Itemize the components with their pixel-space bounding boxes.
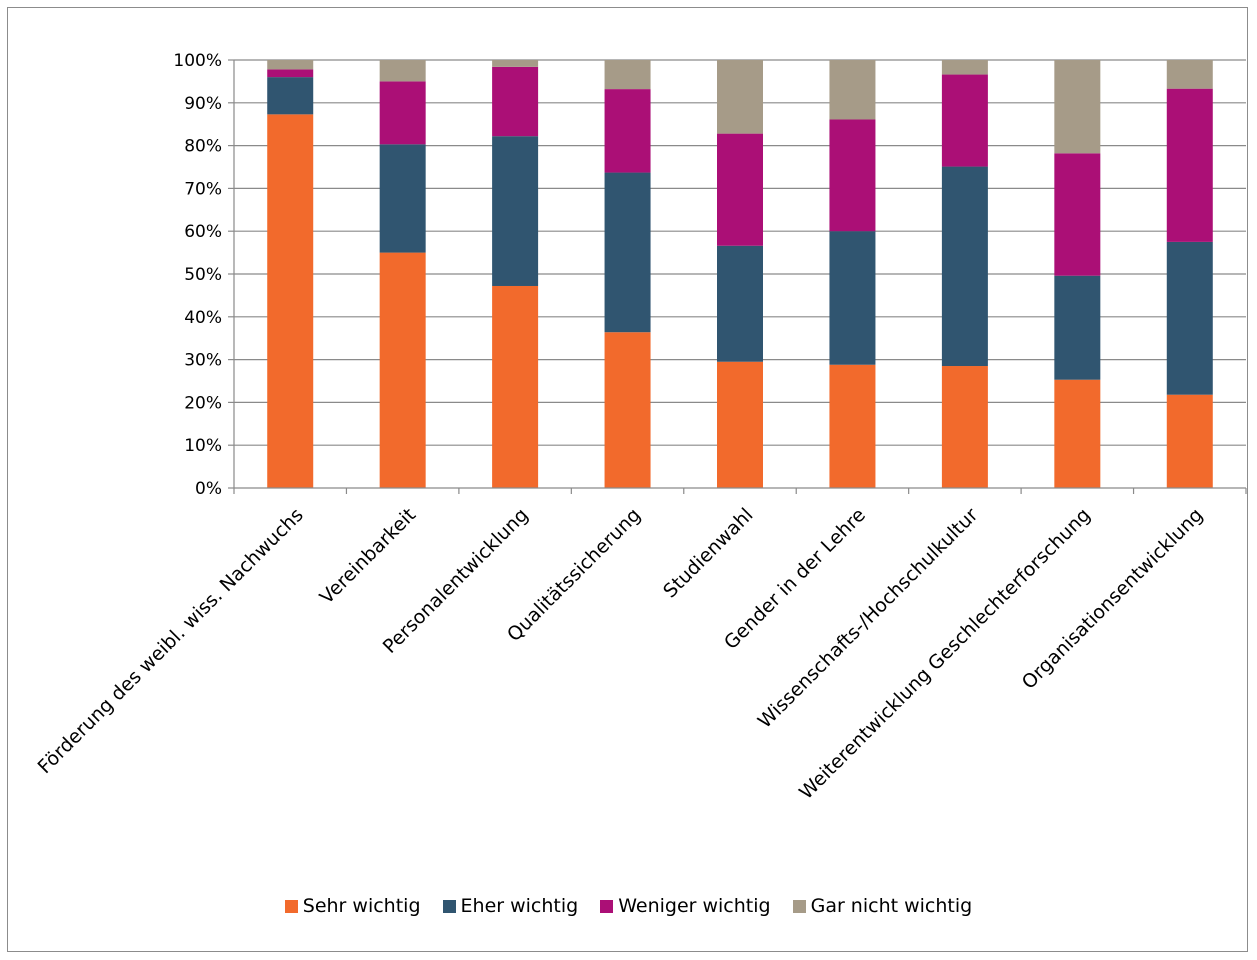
bar-segment [941,74,988,167]
bar-segment [379,60,426,82]
bar-segment [829,364,876,488]
x-tick-label: Wissenschafts-/Hochschulkultur [754,504,983,733]
legend-item-weniger-wichtig: Weniger wichtig [600,895,771,917]
bar-segment [379,252,426,488]
y-tick-label: 60% [184,222,222,242]
bar-segment [604,89,651,173]
bar-segment [1054,153,1101,276]
y-tick-label: 10% [184,436,222,456]
bar-segment [1166,394,1213,488]
bar-segment [379,144,426,253]
legend-label: Eher wichtig [460,895,579,917]
bar-segment [267,77,314,115]
bar-segment [941,166,988,367]
y-tick-label: 50% [184,265,222,285]
legend-label: Sehr wichtig [302,895,421,917]
y-tick-label: 0% [195,479,222,499]
bar-segment [604,60,651,90]
bar-segment [267,60,314,70]
y-tick-label: 80% [184,137,222,157]
bar-segment [717,60,763,134]
bar-segment [492,66,539,137]
bar-segment [267,114,314,488]
bar-segment [604,172,651,333]
bar-segment [1166,88,1213,242]
legend-swatch [284,899,298,913]
bar-segment [829,231,876,365]
bar-segment [941,60,988,75]
legend-swatch [600,899,614,913]
bar-segment [492,136,539,286]
x-tick-label: Förderung des weibl. wiss. Nachwuchs [34,504,308,778]
bar-segment [379,81,426,145]
bar-segment [492,60,539,67]
y-tick-label: 40% [184,308,222,328]
bar-segment [1166,60,1213,89]
bar-segment [717,245,763,362]
legend: Sehr wichtig Eher wichtig Weniger wichti… [0,895,1257,917]
bar-segment [717,361,763,488]
bar-segment [492,285,539,488]
legend-swatch [442,899,456,913]
x-tick-label: Organisationsentwicklung [1018,504,1208,694]
y-tick-label: 70% [184,179,222,199]
y-tick-label: 100% [173,51,222,71]
y-tick-label: 20% [184,393,222,413]
bar-segment [829,60,876,120]
y-tick-label: 90% [184,94,222,114]
bar-segment [1054,275,1101,380]
legend-label: Weniger wichtig [618,895,771,917]
bar-segment [1166,241,1213,395]
bar-segment [1054,60,1101,154]
bar-segment [267,69,314,78]
legend-item-eher-wichtig: Eher wichtig [442,895,579,917]
bar-segment [1054,379,1101,488]
x-tick-label: Studienwahl [659,504,757,602]
legend-label: Gar nicht wichtig [810,895,973,917]
bar-segment [941,366,988,488]
x-tick-label: Vereinbarkeit [316,504,421,609]
bar-segment [829,119,876,232]
y-tick-label: 30% [184,351,222,371]
legend-item-sehr-wichtig: Sehr wichtig [284,895,421,917]
legend-item-gar-nicht-wichtig: Gar nicht wichtig [792,895,973,917]
bar-segment [604,332,651,488]
legend-swatch [792,899,806,913]
bar-segment [717,133,763,246]
